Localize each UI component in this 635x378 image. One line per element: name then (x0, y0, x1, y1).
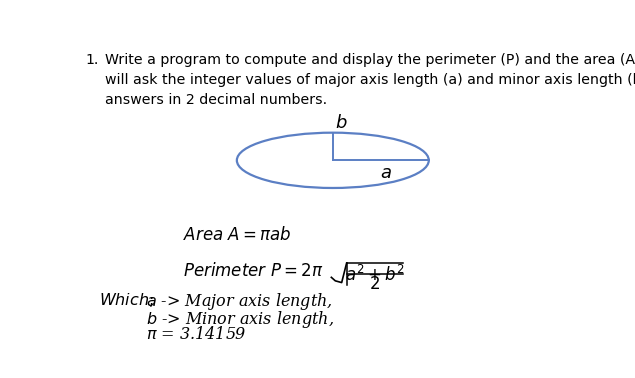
Text: $\it{Area\ A} = \pi ab$: $\it{Area\ A} = \pi ab$ (183, 226, 291, 244)
Text: $\it{b}$ -> Minor axis length,: $\it{b}$ -> Minor axis length, (146, 309, 334, 330)
Text: $b$: $b$ (335, 113, 348, 132)
Text: $\it{\pi}$ = 3.14159: $\it{\pi}$ = 3.14159 (146, 326, 246, 343)
Text: $\it{Perimeter\ P} = 2\pi$: $\it{Perimeter\ P} = 2\pi$ (183, 262, 323, 280)
Text: Write a program to compute and display the perimeter (P) and the area (A) of an : Write a program to compute and display t… (105, 53, 635, 107)
Text: $\it{a}$ -> Major axis length,: $\it{a}$ -> Major axis length, (146, 291, 333, 312)
Text: 1.: 1. (85, 53, 98, 67)
Text: $a^2 + b^2$: $a^2 + b^2$ (345, 265, 404, 285)
Text: $2$: $2$ (370, 276, 380, 293)
Text: $\it{Which;}$: $\it{Which;}$ (99, 291, 154, 309)
Text: $a$: $a$ (380, 164, 392, 182)
